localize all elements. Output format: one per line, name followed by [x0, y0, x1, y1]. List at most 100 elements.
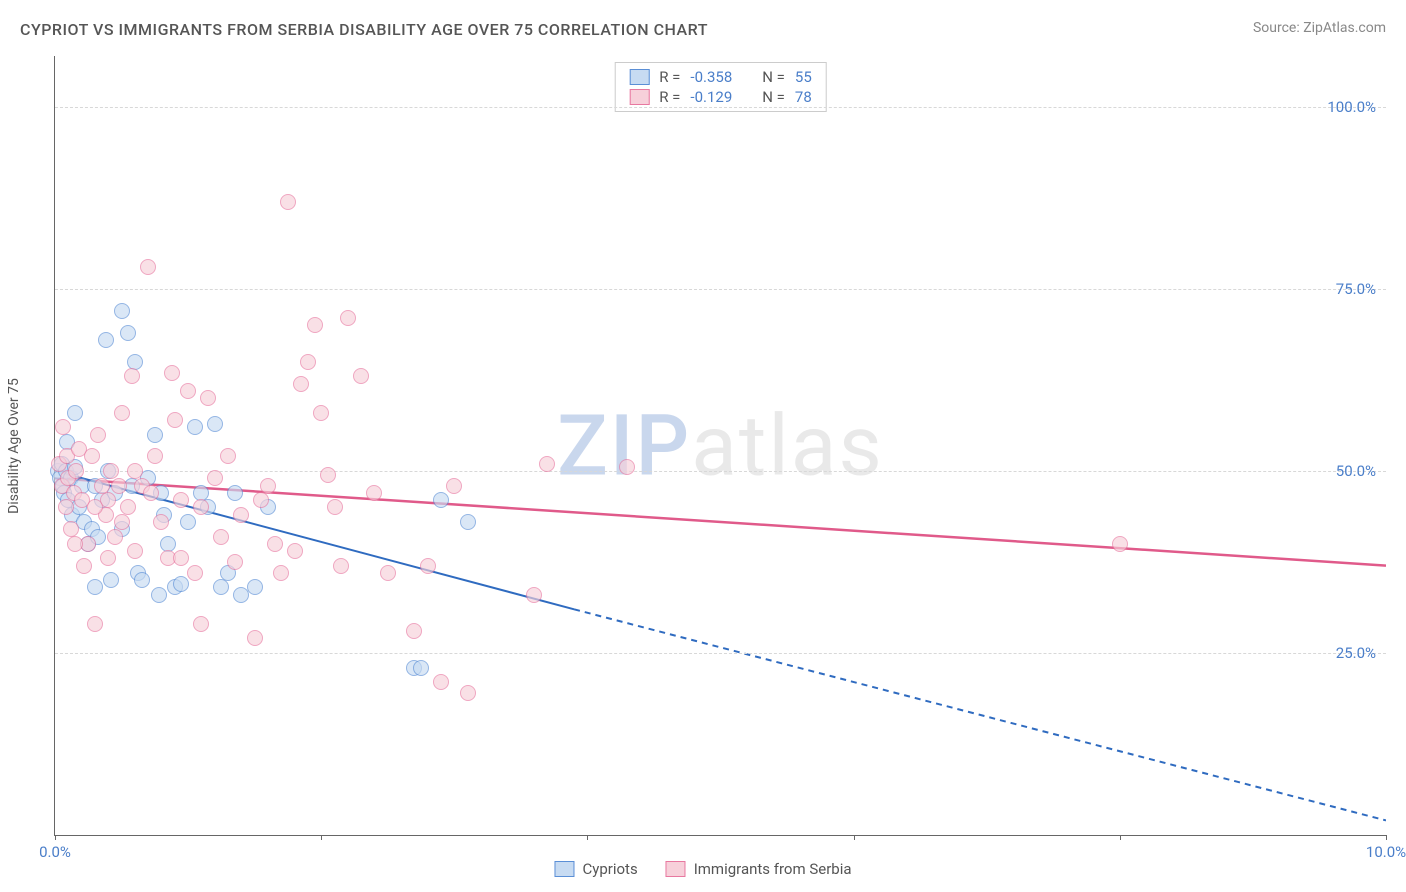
data-point [87, 616, 103, 632]
data-point [280, 194, 296, 210]
data-point [460, 685, 476, 701]
data-point [200, 390, 216, 406]
x-tick [321, 835, 322, 840]
data-point [619, 459, 635, 475]
data-point [526, 587, 542, 603]
y-tick-label: 75.0% [1336, 280, 1376, 298]
trendlines-layer [55, 56, 1386, 835]
data-point [313, 405, 329, 421]
x-tick [854, 835, 855, 840]
data-point [164, 365, 180, 381]
data-point [140, 259, 156, 275]
data-point [207, 470, 223, 486]
data-point [273, 565, 289, 581]
data-point [114, 405, 130, 421]
plot-area: ZIPatlas R = -0.358 N = 55 R = -0.129 N … [54, 56, 1386, 836]
y-tick-label: 50.0% [1336, 462, 1376, 480]
data-point [539, 456, 555, 472]
data-point [406, 623, 422, 639]
data-point [193, 499, 209, 515]
swatch-icon [629, 69, 649, 85]
chart-container: CYPRIOT VS IMMIGRANTS FROM SERBIA DISABI… [0, 0, 1406, 892]
data-point [124, 368, 140, 384]
data-point [103, 463, 119, 479]
data-point [58, 499, 74, 515]
data-point [433, 492, 449, 508]
x-tick-label: 10.0% [1366, 843, 1406, 861]
data-point [120, 325, 136, 341]
data-point [333, 558, 349, 574]
gridline [55, 289, 1386, 290]
data-point [460, 514, 476, 530]
data-point [127, 463, 143, 479]
data-point [193, 616, 209, 632]
gridline [55, 471, 1386, 472]
corr-row-cypriots: R = -0.358 N = 55 [615, 67, 826, 87]
data-point [173, 576, 189, 592]
x-tick [587, 835, 588, 840]
data-point [366, 485, 382, 501]
data-point [114, 303, 130, 319]
data-point [84, 448, 100, 464]
data-point [446, 478, 462, 494]
data-point [153, 514, 169, 530]
data-point [67, 405, 83, 421]
swatch-icon [629, 89, 649, 105]
data-point [187, 419, 203, 435]
data-point [127, 543, 143, 559]
gridline [55, 107, 1386, 108]
watermark: ZIPatlas [557, 396, 884, 495]
data-point [180, 514, 196, 530]
data-point [87, 499, 103, 515]
data-point [134, 572, 150, 588]
data-point [307, 317, 323, 333]
data-point [220, 448, 236, 464]
data-point [107, 529, 123, 545]
legend-item-cypriots: Cypriots [554, 860, 637, 878]
data-point [247, 579, 263, 595]
data-point [180, 383, 196, 399]
data-point [63, 521, 79, 537]
data-point [100, 550, 116, 566]
data-point [227, 554, 243, 570]
data-point [287, 543, 303, 559]
data-point [380, 565, 396, 581]
data-point [267, 536, 283, 552]
data-point [227, 485, 243, 501]
data-point [260, 478, 276, 494]
data-point [340, 310, 356, 326]
corr-row-serbia: R = -0.129 N = 78 [615, 87, 826, 107]
data-point [111, 478, 127, 494]
data-point [147, 427, 163, 443]
x-tick [55, 835, 56, 840]
data-point [151, 587, 167, 603]
data-point [213, 579, 229, 595]
data-point [127, 354, 143, 370]
data-point [1112, 536, 1128, 552]
data-point [207, 416, 223, 432]
x-tick-label: 0.0% [39, 843, 71, 861]
swatch-icon [666, 861, 686, 877]
data-point [120, 499, 136, 515]
swatch-icon [554, 861, 574, 877]
data-point [103, 572, 119, 588]
data-point [87, 579, 103, 595]
gridline [55, 653, 1386, 654]
x-tick [1120, 835, 1121, 840]
bottom-legend: Cypriots Immigrants from Serbia [554, 860, 851, 878]
data-point [167, 412, 183, 428]
data-point [67, 536, 83, 552]
data-point [143, 485, 159, 501]
data-point [173, 550, 189, 566]
y-tick-label: 25.0% [1336, 644, 1376, 662]
data-point [68, 463, 84, 479]
data-point [413, 660, 429, 676]
y-tick-label: 100.0% [1327, 98, 1376, 116]
data-point [420, 558, 436, 574]
data-point [300, 354, 316, 370]
data-point [320, 467, 336, 483]
data-point [98, 332, 114, 348]
data-point [433, 674, 449, 690]
data-point [353, 368, 369, 384]
trendline [55, 478, 1386, 565]
